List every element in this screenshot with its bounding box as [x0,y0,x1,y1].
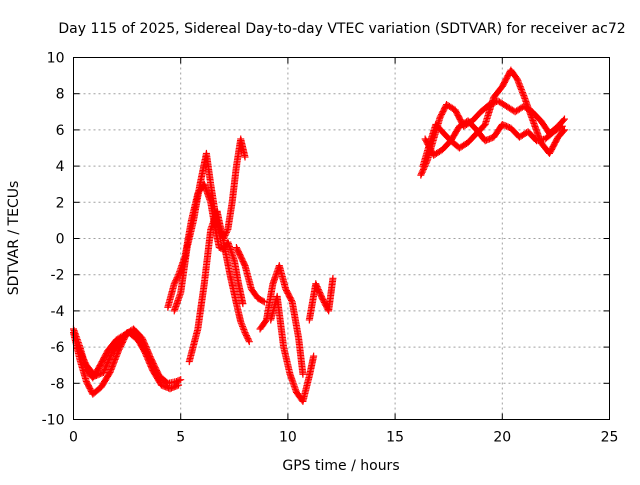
grid-layer [73,57,610,420]
y-tick-label: -6 [51,340,65,356]
y-tick-label: 6 [56,123,65,139]
data-point [173,382,181,390]
data-point [240,327,248,335]
x-tick-label: 20 [493,430,511,446]
x-tick-label: 15 [386,430,404,446]
data-point [245,336,253,344]
data-point [244,335,252,343]
data-point [239,324,247,332]
data-point [299,370,307,378]
data-point [237,318,245,326]
series-track-13 [421,117,566,159]
series-track-9 [267,292,318,405]
data-point [238,321,246,329]
data-point [242,330,250,338]
data-point [557,123,565,131]
data-point [560,115,568,123]
series-track-12 [419,66,568,170]
y-tick-label: -2 [51,268,65,284]
series-track-6 [185,207,253,366]
y-tick-label: 8 [56,87,65,103]
y-tick-label: 0 [56,232,65,248]
chart-title: Day 115 of 2025, Sidereal Day-to-day VTE… [58,21,625,37]
y-tick-label: 10 [47,51,65,67]
data-point [259,297,267,305]
data-point [240,260,248,268]
y-tick-label: 4 [56,159,65,175]
y-tick-label: -8 [51,376,65,392]
series-track-3 [74,329,148,380]
data-point [245,338,253,346]
data-point [310,352,318,360]
data-point [237,319,245,327]
data-point [175,376,183,384]
data-point [239,322,247,330]
x-tick-label: 25 [601,430,619,446]
x-axis-label: GPS time / hours [282,458,399,474]
series-track-7 [232,244,268,306]
data-point [170,280,178,288]
x-tick-label: 5 [176,430,185,446]
data-point [241,329,249,337]
data-point [329,274,337,282]
data-point [139,345,147,353]
data-point [560,126,568,134]
y-tick-label: -4 [51,304,65,320]
data-point [177,376,185,384]
data-point [559,116,567,124]
x-tick-label: 10 [279,430,297,446]
data-point [171,278,179,286]
data-point [287,296,295,304]
y-axis-label: SDTVAR / TECUs [6,181,22,296]
data-point [242,332,250,340]
y-tick-label: 2 [56,195,65,211]
data-point [140,347,148,355]
plot-frame [73,57,610,420]
data-point [243,333,251,341]
x-tick-label: 0 [69,430,78,446]
series-track-8 [256,262,307,378]
data-point [241,153,249,161]
data-point [558,122,566,130]
data-point [239,300,247,308]
data-point [240,326,248,334]
data-point [260,298,268,306]
data-point [175,381,183,389]
point-layer [70,66,568,405]
y-tick-label: -10 [42,413,65,429]
data-point [172,277,180,285]
data-point [172,275,180,283]
data-point [559,127,567,135]
series-track-10 [305,274,337,324]
